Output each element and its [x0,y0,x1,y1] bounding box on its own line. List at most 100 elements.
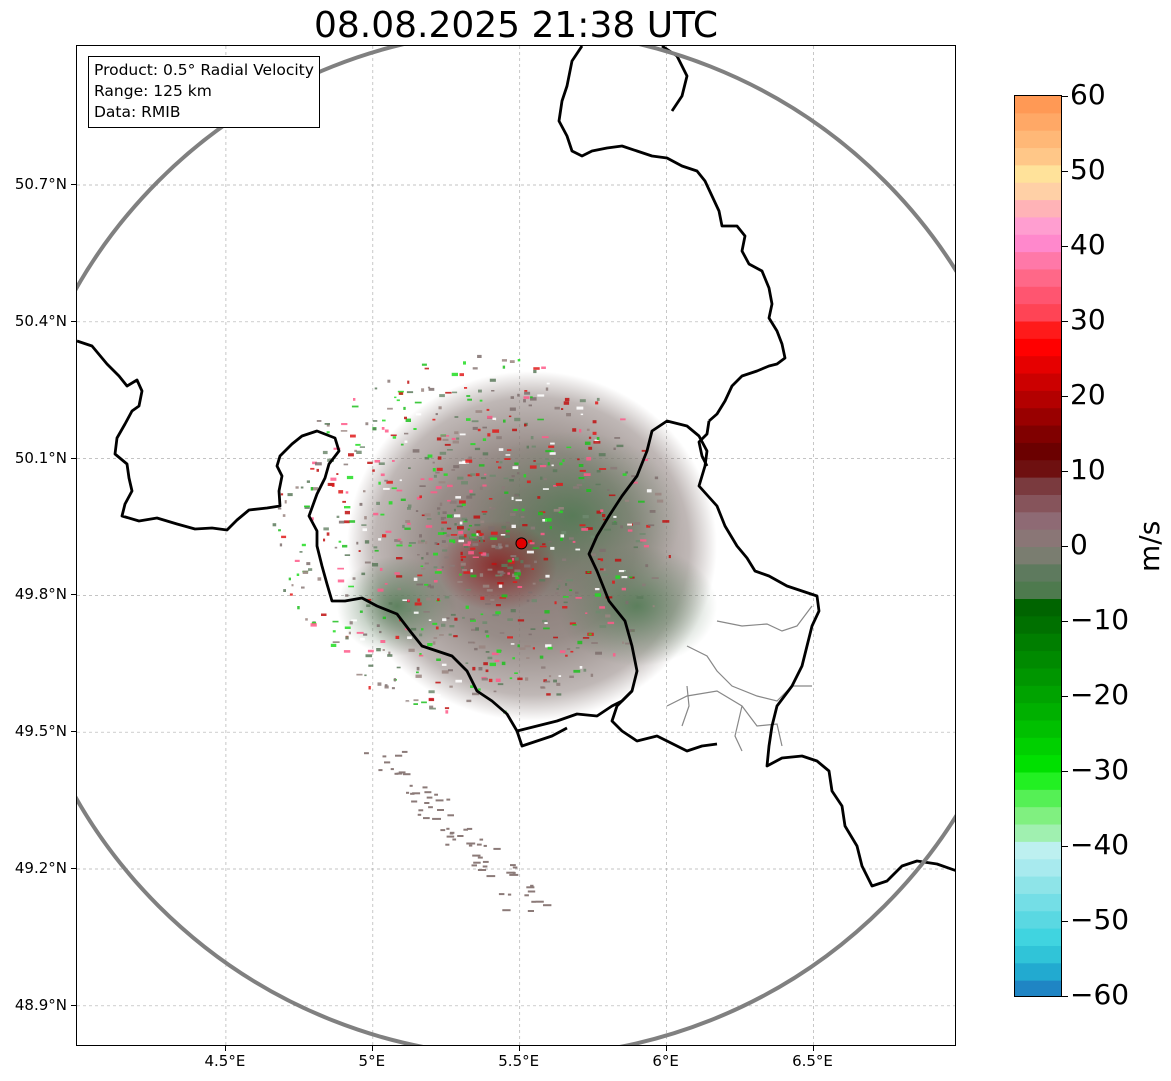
echo-pixel [595,483,601,486]
colorbar-swatch [1015,529,1061,548]
echo-pixel [444,595,450,599]
echo-pixel [376,648,381,652]
echo-pixel [454,416,459,418]
echo-pixel [472,666,476,671]
echo-pixel [495,611,501,615]
echo-pixel [646,524,651,528]
echo-pixel [358,550,361,552]
echo-pixel [338,540,342,543]
echo-pixel [450,534,458,536]
echo-pixel [345,636,349,640]
echo-pixel [498,466,502,469]
echo-pixel [426,796,433,799]
echo-pixel [306,480,310,483]
echo-pixel [443,473,448,476]
echo-pixel [461,566,464,569]
echo-pixel [400,443,404,446]
echo-pixel [382,755,387,758]
lat-tick-label: 48.9°N [14,995,67,1014]
echo-pixel [459,500,466,504]
echo-pixel [418,654,424,657]
echo-pixel [310,467,315,470]
echo-pixel [336,473,339,475]
echo-pixel [405,418,411,422]
echo-pixel [514,494,519,497]
echo-pixel [434,793,438,796]
echo-pixel [624,570,627,573]
echo-pixel [559,462,563,466]
echo-pixel [439,634,444,636]
echo-pixel [523,474,527,478]
echo-pixel [480,596,485,600]
echo-pixel [497,582,504,585]
radar-map-canvas [77,46,955,1045]
echo-pixel [555,482,563,486]
echo-pixel [432,461,435,464]
echo-pixel [548,675,552,678]
echo-pixel [428,619,432,621]
echo-pixel [517,619,525,622]
echo-pixel [471,628,476,631]
echo-pixel [332,630,336,633]
echo-pixel [417,598,421,602]
echo-pixel [505,521,510,524]
echo-pixel [501,563,508,567]
echo-pixel [424,562,429,565]
echo-pixel [596,510,601,514]
echo-pixel [448,669,453,672]
echo-pixel [513,508,518,511]
echo-pixel [586,428,590,431]
echo-pixel [405,701,411,704]
echo-pixel [294,559,300,562]
echo-pixel [521,508,525,512]
echo-pixel [399,541,403,544]
echo-pixel [470,685,474,688]
echo-pixel [537,394,545,397]
echo-pixel [488,678,493,683]
echo-pixel [468,641,475,644]
echo-pixel [452,531,457,534]
echo-pixel [380,473,385,477]
echo-pixel [453,357,458,359]
echo-pixel [396,772,403,775]
echo-pixel [491,544,496,548]
echo-pixel [462,569,467,572]
echo-pixel [465,589,471,591]
echo-pixel [435,486,442,489]
colorbar-swatch [1015,338,1061,357]
echo-pixel [575,597,582,599]
echo-pixel [545,644,552,648]
echo-pixel [575,647,580,649]
echo-pixel [439,394,445,398]
colorbar-tick-mark [1062,621,1068,622]
echo-pixel [340,430,348,432]
echo-pixel [428,690,435,694]
echo-pixel [487,656,493,660]
colorbar-swatch [1015,321,1061,340]
echo-pixel [496,649,502,653]
echo-pixel [344,510,350,515]
echo-pixel [590,535,595,539]
echo-pixel [524,423,527,427]
echo-pixel [342,544,348,548]
echo-pixel [490,537,498,540]
echo-pixel [468,456,472,460]
echo-pixel [540,476,543,480]
echo-pixel [501,572,506,574]
echo-pixel [283,589,286,592]
echo-pixel [447,499,451,502]
echo-pixel [526,657,530,659]
echo-pixel [408,542,416,544]
echo-pixel [412,449,420,453]
echo-pixel [492,614,499,617]
echo-pixel [417,540,424,544]
radar-map[interactable] [76,45,956,1046]
echo-pixel [460,562,466,566]
echo-pixel [417,554,420,556]
colorbar-tick-mark [1062,846,1068,847]
echo-pixel [558,507,564,510]
colorbar-swatch [1015,390,1061,409]
echo-pixel [531,568,534,570]
echo-pixel [545,574,550,578]
echo-pixel [405,520,411,523]
